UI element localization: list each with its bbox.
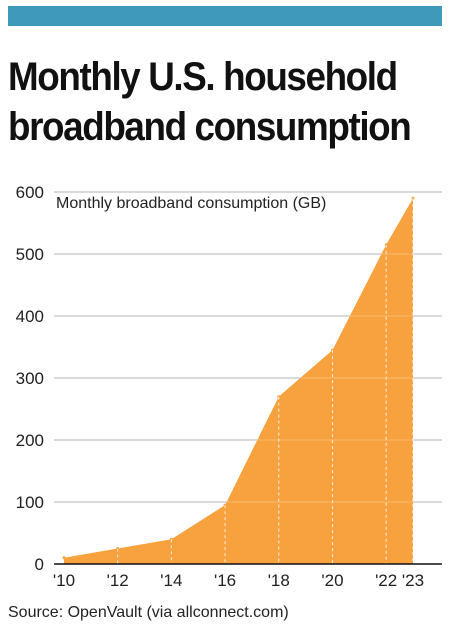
x-tick-label: '14 bbox=[160, 571, 182, 590]
x-tick-label: '12 bbox=[107, 571, 129, 590]
x-tick-label: '18 bbox=[268, 571, 290, 590]
y-tick-label: 500 bbox=[16, 245, 44, 264]
y-tick-label: 600 bbox=[16, 183, 44, 202]
y-tick-label: 300 bbox=[16, 369, 44, 388]
header-bar bbox=[8, 6, 442, 26]
data-point bbox=[62, 556, 66, 560]
area-series bbox=[64, 198, 413, 564]
y-tick-label: 200 bbox=[16, 431, 44, 450]
source-note: Source: OpenVault (via allconnect.com) bbox=[8, 604, 289, 621]
chart-title: Monthly broadband consumption (GB) bbox=[56, 195, 326, 212]
page-title: Monthly U.S. household broadband consump… bbox=[8, 52, 412, 152]
title-line-1: Monthly U.S. household bbox=[8, 55, 398, 99]
x-tick-label: '23 bbox=[402, 571, 424, 590]
title-line-2: broadband consumption bbox=[8, 105, 412, 149]
x-tick-label: '10 bbox=[53, 571, 75, 590]
x-tick-label: '22 bbox=[375, 571, 397, 590]
y-tick-label: 100 bbox=[16, 493, 44, 512]
y-tick-label: 400 bbox=[16, 307, 44, 326]
y-tick-label: 0 bbox=[35, 555, 44, 574]
area-chart: 0 100 200 300 400 500 600 '10 '12 '14 '16 '18 '20 '22… bbox=[16, 183, 442, 590]
data-point bbox=[411, 196, 415, 200]
x-tick-label: '20 bbox=[321, 571, 343, 590]
x-tick-label: '16 bbox=[214, 571, 236, 590]
